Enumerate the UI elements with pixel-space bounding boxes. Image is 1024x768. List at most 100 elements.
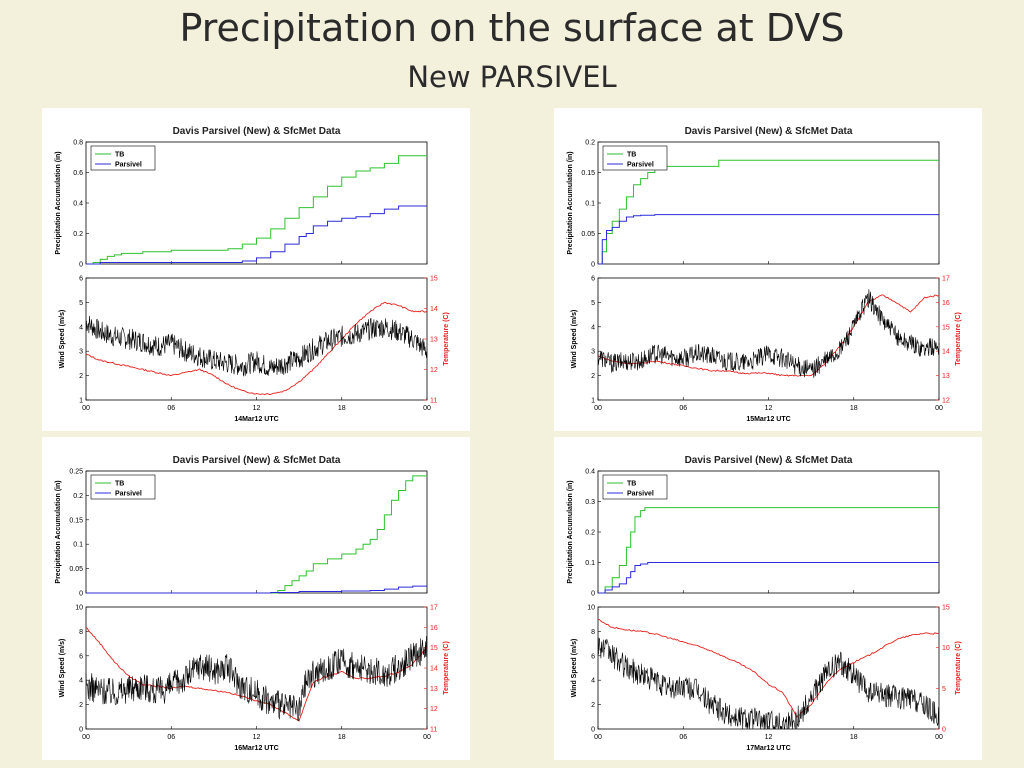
x-tick-label: 00 <box>935 405 943 412</box>
top-y-tick-label: 0.05 <box>581 231 595 238</box>
temp-y-tick-label: 14 <box>942 349 950 356</box>
wind-speed-series <box>597 289 940 378</box>
temperature-series <box>597 618 940 718</box>
wind-y-tick-label: 3 <box>79 349 83 356</box>
temp-y-tick-label: 15 <box>942 605 950 612</box>
temp-y-tick-label: 14 <box>430 306 438 313</box>
temp-y-axis-label: Temperature (C) <box>443 312 450 366</box>
top-y-tick-label: 0.25 <box>69 469 83 476</box>
temp-y-tick-label: 11 <box>430 398 437 405</box>
wind-y-axis-label: Wind Speed (m/s) <box>59 310 66 369</box>
wind-y-tick-label: 4 <box>79 678 83 685</box>
chart-panel-2: Davis Parsivel (New) & SfcMet Data 0 0.05 0… <box>554 108 982 431</box>
legend-label-parsivel: Parsivel <box>627 491 654 498</box>
top-y-tick-label: 0 <box>79 591 83 598</box>
top-y-tick-label: 0.4 <box>73 201 83 208</box>
slide-title: Precipitation on the surface at DVS <box>179 6 845 50</box>
wind-y-axis-label: Wind Speed (m/s) <box>571 639 578 698</box>
legend-box <box>602 145 668 171</box>
precip-series-tb <box>86 155 427 265</box>
x-tick-label: 18 <box>850 734 858 741</box>
top-y-axis-label: Precipitation Accumulation (in) <box>567 151 574 254</box>
x-tick-label: 00 <box>423 405 431 412</box>
legend-box <box>602 474 668 500</box>
chart-title: Davis Parsivel (New) & SfcMet Data <box>173 455 341 466</box>
temperature-series <box>85 301 428 395</box>
top-y-tick-label: 0.05 <box>69 566 83 573</box>
temp-y-tick-label: 17 <box>942 276 950 283</box>
wind-y-tick-label: 8 <box>591 629 595 636</box>
top-y-tick-label: 0 <box>591 591 595 598</box>
wind-y-tick-label: 0 <box>591 727 595 734</box>
x-tick-label: 00 <box>935 734 943 741</box>
chart-3-svg: Davis Parsivel (New) & SfcMet Data 0 0.05 0… <box>55 455 450 752</box>
top-y-tick-label: 0.8 <box>73 140 83 147</box>
legend-label-tb: TB <box>115 152 124 159</box>
top-y-tick-label: 0.6 <box>73 170 83 177</box>
temp-y-axis-label: Temperature (C) <box>955 312 962 366</box>
top-y-tick-label: 0.2 <box>73 231 83 238</box>
wind-y-tick-label: 2 <box>591 373 595 380</box>
temp-y-axis-label: Temperature (C) <box>955 641 962 695</box>
precip-series-tb <box>86 475 427 594</box>
precip-series-parsivel <box>86 585 428 594</box>
x-axis-label: 17Mar12 UTC <box>746 745 790 752</box>
wind-y-tick-label: 6 <box>79 276 83 283</box>
x-tick-label: 06 <box>167 405 175 412</box>
temp-y-tick-label: 13 <box>942 373 950 380</box>
x-tick-label: 18 <box>338 734 346 741</box>
legend-label-parsivel: Parsivel <box>627 162 654 169</box>
legend-box <box>90 145 156 171</box>
wind-y-tick-label: 10 <box>587 605 595 612</box>
wind-y-tick-label: 2 <box>79 373 83 380</box>
temp-y-tick-label: 15 <box>430 276 438 283</box>
x-tick-label: 00 <box>594 734 602 741</box>
bottom-plot-frame <box>85 277 428 401</box>
chart-title: Davis Parsivel (New) & SfcMet Data <box>173 126 341 137</box>
x-tick-label: 06 <box>679 405 687 412</box>
top-y-tick-label: 0.2 <box>585 140 595 147</box>
top-y-tick-label: 0.15 <box>69 517 83 524</box>
temp-y-tick-label: 17 <box>430 605 438 612</box>
wind-y-tick-label: 1 <box>591 398 595 405</box>
wind-speed-series <box>85 315 428 377</box>
slide-subtitle: New PARSIVEL <box>407 60 617 94</box>
x-tick-label: 18 <box>850 405 858 412</box>
top-y-axis-label: Precipitation Accumulation (in) <box>55 480 62 583</box>
legend-label-tb: TB <box>627 152 636 159</box>
precip-series-parsivel <box>598 562 939 594</box>
wind-y-axis-label: Wind Speed (m/s) <box>571 310 578 369</box>
chart-title: Davis Parsivel (New) & SfcMet Data <box>685 126 853 137</box>
chart-2-svg: Davis Parsivel (New) & SfcMet Data 0 0.05 0… <box>567 126 962 423</box>
x-tick-label: 12 <box>253 734 261 741</box>
x-axis-label: 15Mar12 UTC <box>746 416 790 423</box>
precip-series-tb <box>598 159 939 265</box>
temp-y-tick-label: 16 <box>430 625 438 632</box>
x-axis-label: 16Mar12 UTC <box>234 745 278 752</box>
temp-y-axis-label: Temperature (C) <box>443 641 450 695</box>
x-tick-label: 00 <box>423 734 431 741</box>
temp-y-tick-label: 14 <box>430 666 438 673</box>
temp-y-tick-label: 15 <box>430 645 438 652</box>
wind-y-tick-label: 2 <box>591 702 595 709</box>
x-tick-label: 12 <box>765 405 773 412</box>
temp-y-tick-label: 13 <box>430 686 438 693</box>
top-y-tick-label: 0.2 <box>585 530 595 537</box>
x-tick-label: 00 <box>594 405 602 412</box>
wind-y-tick-label: 0 <box>79 727 83 734</box>
temp-y-tick-label: 12 <box>942 398 950 405</box>
top-y-tick-label: 0.2 <box>73 493 83 500</box>
wind-y-tick-label: 2 <box>79 702 83 709</box>
wind-y-axis-label: Wind Speed (m/s) <box>59 639 66 698</box>
x-tick-label: 00 <box>82 405 90 412</box>
bottom-plot-frame <box>597 606 940 730</box>
legend-label-parsivel: Parsivel <box>115 162 142 169</box>
x-tick-label: 12 <box>253 405 261 412</box>
legend-label-parsivel: Parsivel <box>115 491 142 498</box>
wind-y-tick-label: 6 <box>591 276 595 283</box>
temp-y-tick-label: 11 <box>430 727 437 734</box>
temp-y-tick-label: 0 <box>942 727 946 734</box>
wind-y-tick-label: 4 <box>591 678 595 685</box>
legend-label-tb: TB <box>627 481 636 488</box>
bottom-plot-frame <box>597 277 940 401</box>
